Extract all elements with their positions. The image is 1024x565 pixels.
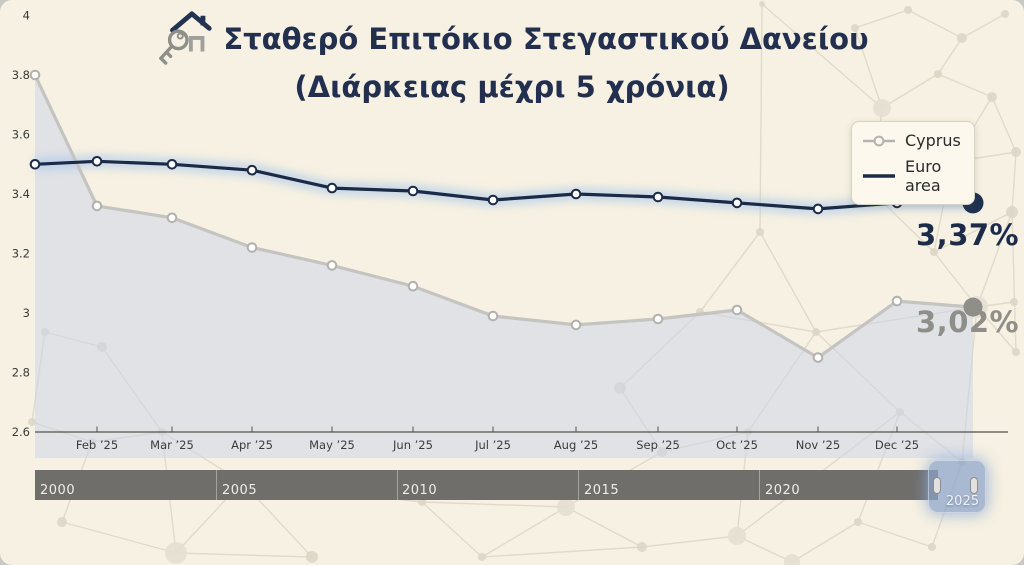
navigator-year-label: 2010: [402, 483, 438, 498]
euro-area-point: [812, 203, 824, 215]
cyprus-point: [246, 242, 258, 253]
legend-item-cyprus[interactable]: Cyprus: [862, 131, 964, 150]
x-tick-label: May ’25: [309, 438, 355, 452]
navigator-separator: [216, 470, 217, 500]
chart-title: Σταθερό Επιτόκιο Στεγαστικού Δανείου (Δι…: [0, 11, 1024, 108]
cyprus-area-fill: [35, 75, 973, 458]
legend-label-euro-area: Euro area: [905, 157, 942, 195]
legend: Cyprus Euro area: [851, 121, 975, 205]
cyprus-point: [326, 260, 338, 271]
x-tick-label: Nov ’25: [796, 438, 840, 452]
navigator-separator: [759, 470, 760, 500]
x-tick-label: Sep ’25: [636, 438, 680, 452]
y-tick-label: 4: [23, 9, 30, 23]
y-tick-label: 3.8: [12, 68, 30, 82]
y-tick-label: 3.6: [12, 128, 30, 142]
euro-area-point: [91, 156, 103, 167]
navigator-year-label: 2020: [765, 483, 801, 498]
y-tick-label: 2.6: [12, 425, 30, 439]
euro-area-point: [29, 159, 41, 170]
x-tick-label: Mar ’25: [150, 438, 194, 452]
navigator-year-label: 2005: [222, 483, 258, 498]
euro-area-point: [731, 197, 743, 209]
cyprus-value-label: 3,02%: [916, 305, 1020, 339]
navigator-left-handle[interactable]: [933, 477, 941, 494]
cyprus-point: [731, 304, 743, 316]
cyprus-point: [891, 295, 903, 307]
y-tick-label: 3.4: [12, 187, 30, 201]
house-key-icon: [159, 11, 212, 65]
x-tick-label: Aug ’25: [554, 438, 598, 452]
euro-area-point: [326, 182, 338, 194]
navigator-selected-year: 2025: [945, 494, 979, 509]
title-line-2: (Διάρκειας μέχρι 5 χρόνια): [294, 70, 730, 104]
y-tick-label: 3.2: [12, 247, 30, 261]
x-tick-label: Dec ’25: [875, 438, 919, 452]
y-tick-label: 3: [23, 306, 30, 320]
legend-item-euro-area[interactable]: Euro area: [862, 157, 964, 195]
y-tick-label: 2.8: [12, 366, 30, 380]
euro-area-point: [407, 185, 419, 197]
x-tick-label: Jul ’25: [474, 438, 511, 452]
cyprus-point: [91, 200, 103, 212]
euro-area-point: [570, 188, 582, 200]
cyprus-point: [652, 313, 664, 325]
navigator-separator: [578, 470, 579, 500]
cyprus-point: [407, 280, 419, 292]
cyprus-point: [570, 319, 582, 331]
navigator-selection[interactable]: 2025: [928, 460, 986, 513]
x-tick-label: Oct ’25: [716, 438, 758, 452]
navigator-year-label: 2000: [40, 483, 76, 498]
cyprus-point: [166, 212, 178, 224]
x-tick-label: Jun ’25: [392, 438, 433, 452]
cyprus-point: [29, 69, 41, 81]
cyprus-point: [812, 352, 824, 363]
cyprus-line-swatch: [863, 135, 895, 146]
timeline-navigator-bar[interactable]: 2000 2005 2010 2015 2020: [35, 470, 938, 500]
euro-area-point: [652, 191, 664, 203]
navigator-right-handle[interactable]: [970, 477, 978, 494]
euro-area-point: [487, 194, 499, 206]
cyprus-point: [487, 310, 499, 322]
legend-label-cyprus: Cyprus: [905, 131, 961, 150]
euro-area-point: [246, 164, 258, 176]
navigator-separator: [397, 470, 398, 500]
x-tick-label: Apr ’25: [231, 438, 273, 452]
euro-area-line-swatch: [863, 174, 895, 178]
title-line-1: Σταθερό Επιτόκιο Στεγαστικού Δανείου: [223, 22, 869, 56]
x-tick-label: Feb ’25: [76, 438, 118, 452]
euro-area-point: [166, 159, 178, 170]
euro-area-value-label: 3,37%: [916, 218, 1020, 252]
navigator-year-label: 2015: [584, 483, 620, 498]
cyprus-latest-point: [963, 297, 983, 317]
